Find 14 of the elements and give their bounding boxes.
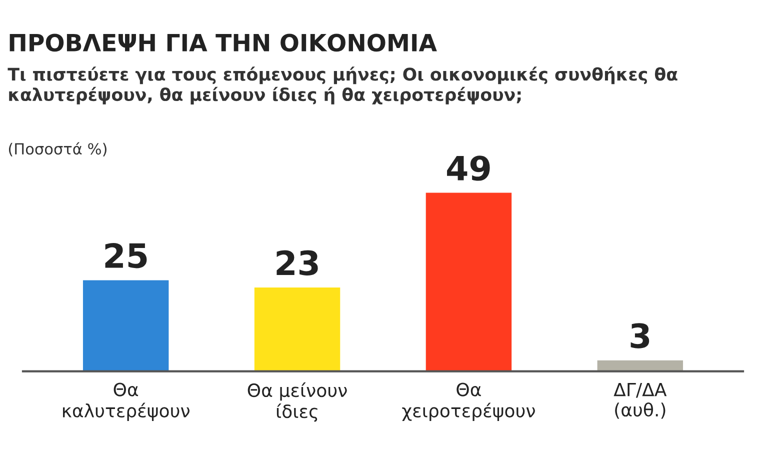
- bar: [82, 280, 169, 372]
- chart-subtitle: Τι πιστεύετε για τους επόμενους μήνες; Οι οικονομικές συνθήκες θα καλυτερέψουν, θα μείνουν ίδιες ή θα χειροτερέψουν;: [8, 66, 678, 104]
- data-label: 3: [630, 323, 650, 348]
- chart-title: ΠΡΟΒΛΕΨΗ ΓΙΑ ΤΗΝ ΟΙΚΟΝΟΜΙΑ: [10, 34, 437, 52]
- x-tick-label: ΔΓ/ΔΑ (αυθ.): [614, 382, 667, 419]
- y-axis-title: (Ποσοστά %): [8, 142, 106, 156]
- x-tick-label: Θα καλυτερέψουν: [63, 382, 190, 421]
- data-label: 49: [447, 156, 490, 181]
- bar: [254, 287, 340, 372]
- data-label: 25: [105, 242, 147, 268]
- x-tick-label: Θα μείνουν ίδιες: [248, 382, 347, 422]
- x-tick-label: Θα χειροτερέψουν: [402, 382, 535, 421]
- data-label: 23: [276, 250, 318, 276]
- bar: [426, 192, 512, 372]
